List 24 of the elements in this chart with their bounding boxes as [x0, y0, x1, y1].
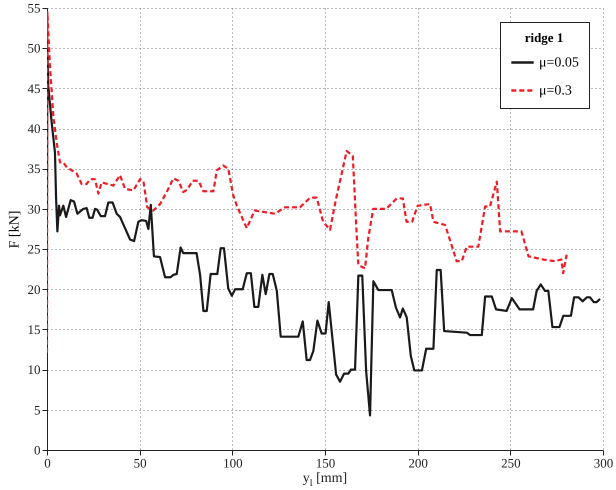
- y-tick-label: 30: [28, 201, 40, 216]
- legend-label: μ=0.05: [539, 56, 579, 70]
- y-tick-label: 10: [28, 362, 40, 378]
- x-tick-label: 0: [44, 456, 51, 470]
- y-tick-label: 5: [34, 402, 40, 418]
- x-tick-label: 100: [223, 456, 243, 470]
- x-tick-label: 250: [501, 456, 521, 470]
- x-tick-label: 150: [316, 456, 336, 470]
- y-tick-label: 50: [28, 40, 40, 56]
- x-axis-title: y$_{l}$ [mm]: [302, 471, 348, 489]
- legend-label: μ=0.3: [539, 84, 572, 98]
- y-tick-label: 25: [28, 242, 40, 257]
- y-tick-label: 55: [28, 0, 40, 16]
- legend-title: ridge 1: [524, 30, 564, 45]
- y-tick-label: 35: [28, 161, 40, 176]
- y-tick-label: 40: [28, 121, 40, 136]
- x-tick-label: 200: [408, 456, 428, 470]
- y-tick-label: 15: [28, 322, 40, 337]
- y-tick-label: 20: [28, 282, 40, 297]
- x-tick-label: 300: [594, 456, 614, 470]
- y-tick-label: 0: [34, 442, 40, 458]
- y-axis-title: F [kN]: [8, 210, 22, 248]
- y-tick-label: 45: [28, 80, 40, 96]
- x-tick-label: 50: [134, 456, 147, 470]
